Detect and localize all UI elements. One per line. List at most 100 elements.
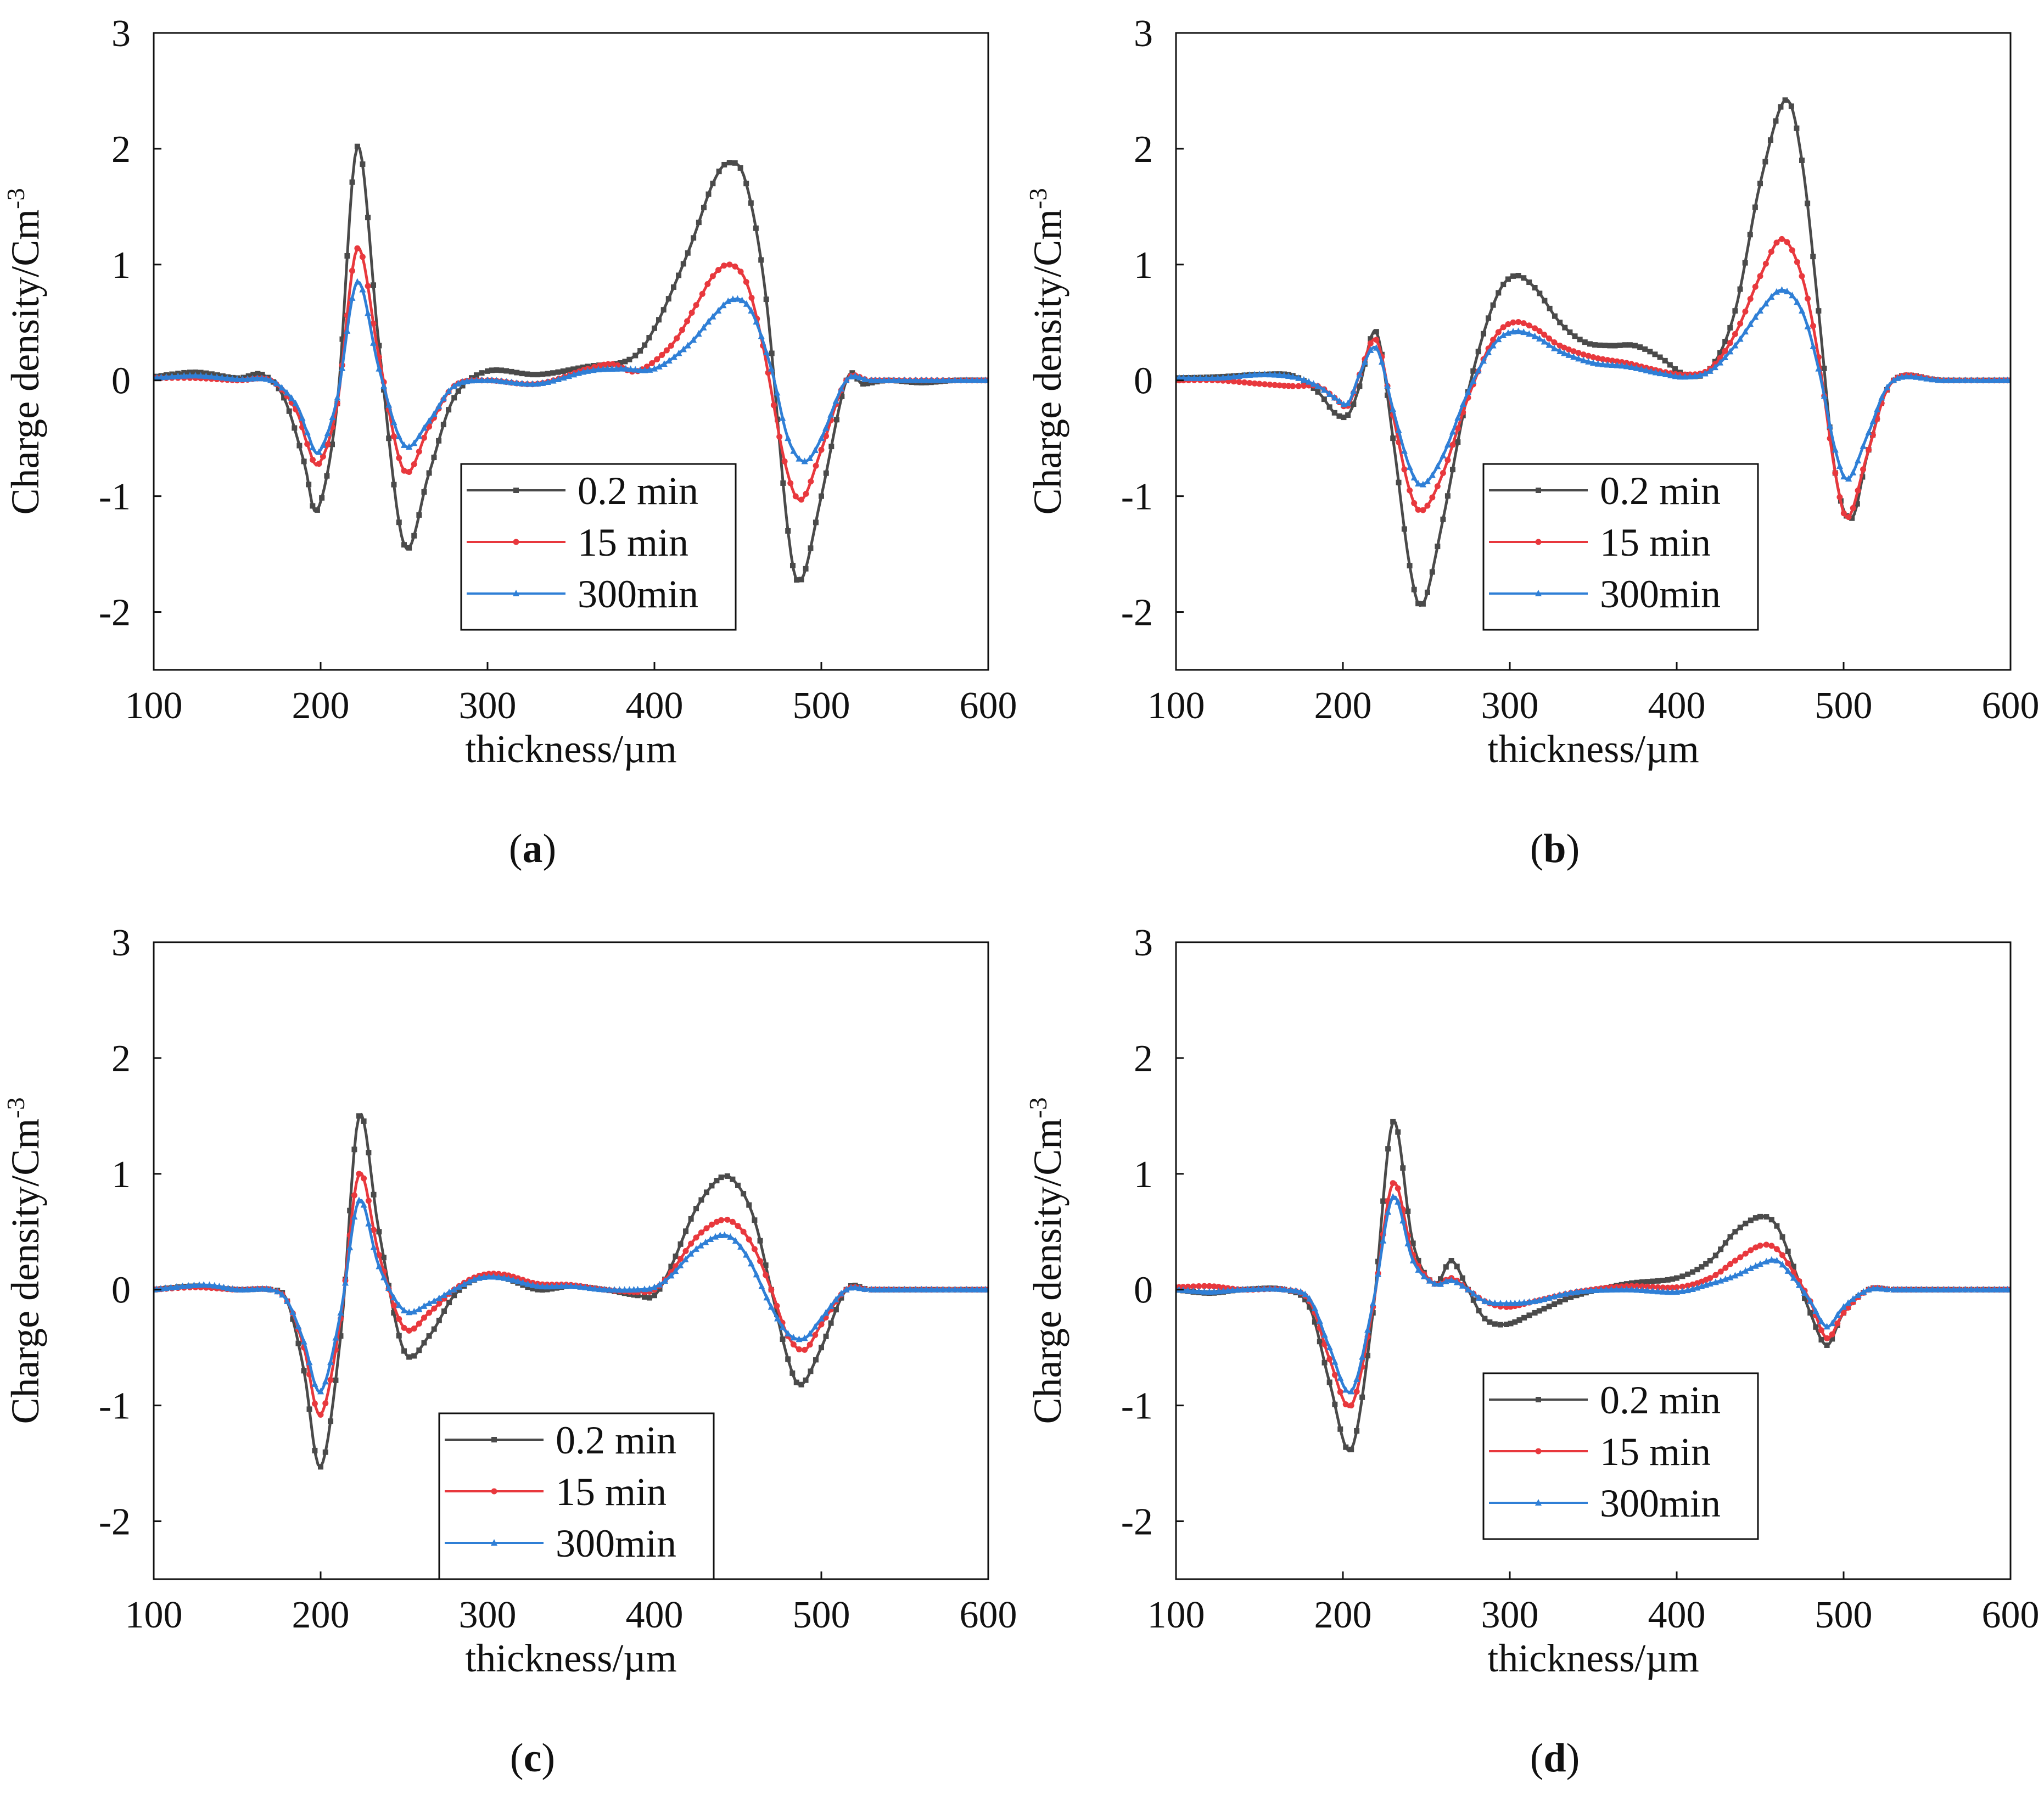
data-point [1385,1146,1391,1152]
data-point [1634,1279,1640,1285]
data-point [1401,526,1407,532]
data-point [660,360,668,367]
data-point [1465,1285,1471,1293]
data-point [1475,1294,1482,1301]
data-point [1602,343,1608,349]
data-point [411,533,417,539]
data-point [677,1256,684,1262]
data-point [1585,357,1592,365]
data-point [361,1175,367,1182]
data-point [1810,342,1817,349]
data-point [1829,1336,1835,1342]
data-point [1390,1118,1396,1125]
data-point [1722,1275,1729,1282]
data-point [371,282,377,288]
x-axis-label: thickness/µm [1487,1636,1699,1680]
data-point [648,360,655,367]
data-point [1272,382,1278,388]
data-point [680,345,687,353]
data-point [918,376,925,383]
data-point [881,1285,888,1293]
data-point [306,482,312,488]
data-point [813,1357,819,1363]
data-point [1821,365,1827,371]
data-point [1580,351,1587,358]
data-point [1500,282,1507,288]
legend-swatch-marker [1536,488,1541,493]
chart-c: 100 200 300 400 500 600 3 2 1 0 -1 -2 thickness/µm Ch… [2,922,1017,1781]
y-axis-label-main: Charge density/Cm [3,209,47,515]
data-point [339,364,346,371]
data-point [1701,370,1709,377]
data-point [234,1285,240,1293]
data-point [1495,335,1502,343]
legend-label: 15 min [578,521,688,564]
data-point [1655,1278,1661,1284]
data-point [244,375,251,382]
data-point [1511,1299,1519,1306]
data-point [1816,308,1822,314]
data-point [901,1285,908,1293]
data-point [590,366,597,373]
data-point [1805,200,1811,206]
data-point [734,295,741,302]
data-point [737,268,744,275]
data-point [1442,1278,1449,1285]
data-point [1326,1379,1332,1385]
data-point [1440,469,1446,476]
data-point [1757,181,1763,187]
data-point [370,320,377,327]
caption-letter: a [523,826,543,871]
data-point [1537,290,1543,297]
data-point [671,284,677,290]
data-point [1552,1301,1558,1307]
data-point [1516,1299,1523,1306]
x-tick-label: 500 [1815,685,1873,727]
data-point [385,1284,392,1291]
data-point [356,1113,362,1119]
data-point [1799,158,1805,163]
data-point [727,1233,734,1240]
data-point [1799,273,1805,279]
y-tick-label: -2 [1121,592,1153,634]
data-point [1185,1283,1191,1290]
data-point [1306,1295,1313,1302]
data-point [1271,371,1278,378]
data-point [1570,348,1577,355]
data-point [1385,392,1391,398]
data-point [1860,442,1867,449]
data-point [646,1285,653,1292]
data-point [1854,501,1860,507]
legend-swatch-marker [1535,1448,1542,1455]
data-point [753,225,759,231]
data-point [769,350,775,356]
y-axis-label: Charge density/Cm-3 [1024,188,1069,515]
data-point [1219,373,1227,381]
data-point [351,1192,357,1199]
data-point [1434,462,1441,469]
data-point [923,376,930,383]
data-point [529,372,535,378]
data-point [1727,340,1733,346]
data-point [430,1297,438,1304]
data-point [1850,1295,1857,1302]
data-point [365,283,371,289]
data-point [421,1302,428,1309]
data-point [1790,1274,1797,1281]
y-tick-label: 2 [1134,128,1153,171]
data-point [726,160,732,166]
data-point [1503,1322,1509,1327]
data-point [286,408,292,414]
data-point [802,1346,808,1353]
data-point [1679,1287,1686,1294]
data-point [508,368,514,374]
data-point [1662,357,1668,363]
data-point [1694,1267,1700,1273]
data-point [390,1294,397,1301]
data-point [1659,1288,1666,1295]
data-point [1486,315,1492,321]
data-point [371,1227,377,1233]
data-point [1454,1263,1460,1269]
data-point [646,1295,652,1301]
data-point [725,297,732,304]
